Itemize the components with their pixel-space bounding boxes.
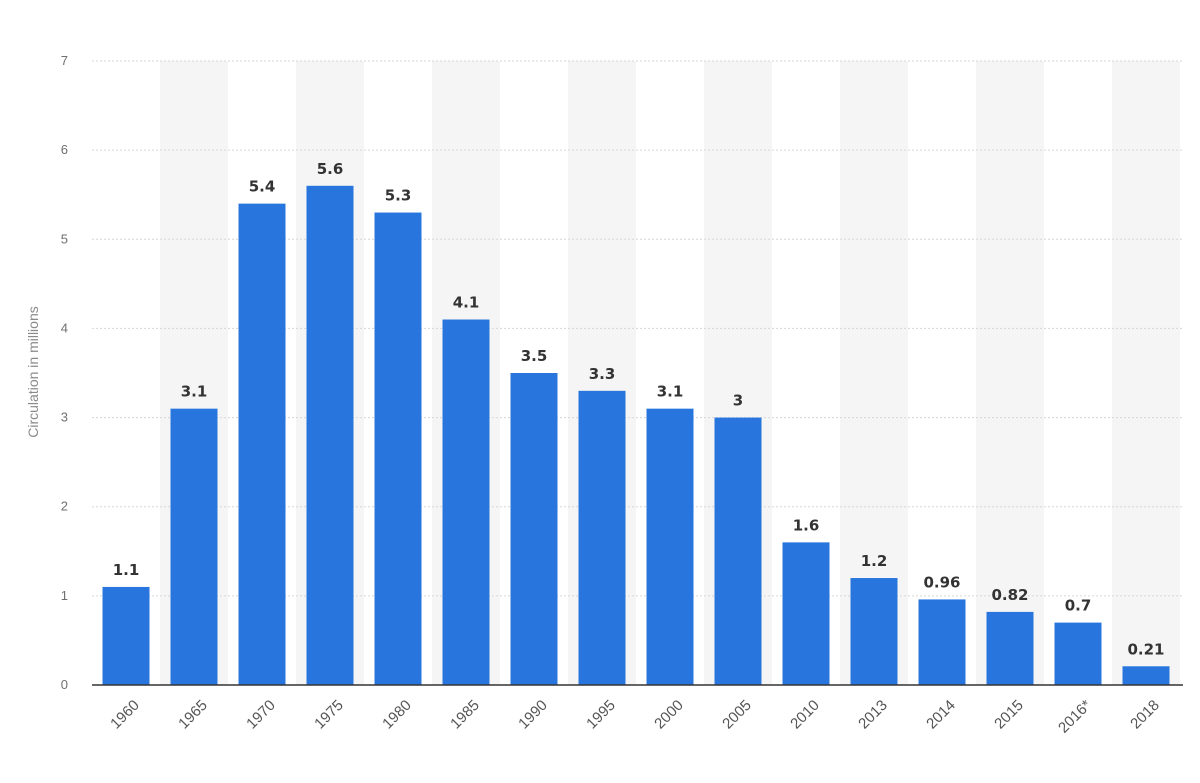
data-label: 5.6	[317, 160, 344, 178]
bar	[1122, 666, 1170, 685]
x-tick-label: 1990	[515, 697, 551, 733]
bar	[986, 611, 1034, 685]
x-tick-label: 2005	[719, 697, 755, 733]
data-label: 4.1	[453, 294, 480, 312]
x-tick-label: 2013	[855, 697, 891, 733]
bar	[646, 408, 694, 685]
x-tick-label: 2010	[787, 697, 823, 733]
y-tick-label: 1	[61, 588, 68, 603]
background-band	[976, 61, 1044, 685]
data-label: 5.4	[249, 178, 276, 196]
bar	[782, 542, 830, 685]
data-label: 5.3	[385, 187, 412, 205]
data-label: 0.82	[991, 586, 1028, 604]
x-tick-label: 2016*	[1055, 697, 1095, 737]
bars	[102, 185, 1170, 686]
data-label: 1.2	[861, 552, 888, 570]
x-tick-label: 1970	[243, 697, 279, 733]
y-tick-label: 4	[61, 320, 68, 335]
bar	[306, 185, 354, 686]
y-tick-label: 5	[61, 231, 68, 246]
data-label: 0.7	[1065, 597, 1092, 615]
data-label: 0.96	[923, 573, 960, 591]
data-label: 3.1	[181, 383, 208, 401]
y-tick-label: 7	[61, 53, 68, 68]
bar	[102, 586, 150, 685]
data-labels: 1.1 3.1 5.4 5.6 5.3 4.1 3.5 3.3 3.1 3 1.6 1.2 0.96 0.…	[113, 160, 1165, 658]
y-tick-label: 0	[61, 677, 68, 692]
x-axis-ticks: 1960 1965 1970 1975 1980 1985 1990 1995 2000 2005…	[107, 697, 1163, 737]
bar	[850, 578, 898, 685]
data-label: 3.1	[657, 383, 684, 401]
y-tick-label: 6	[61, 142, 68, 157]
data-label: 1.6	[793, 516, 820, 534]
bar	[1054, 622, 1102, 685]
x-tick-label: 2014	[923, 697, 959, 733]
x-tick-label: 1980	[379, 697, 415, 733]
data-label: 1.1	[113, 561, 140, 579]
x-tick-label: 1975	[311, 697, 347, 733]
y-tick-label: 2	[61, 499, 68, 514]
bar	[578, 390, 626, 685]
bar	[170, 408, 218, 685]
data-label: 3.3	[589, 365, 616, 383]
data-label: 3.5	[521, 347, 548, 365]
bar	[374, 212, 422, 686]
bar	[442, 319, 490, 685]
y-axis-label: Circulation in millions	[25, 306, 41, 438]
x-tick-label: 2018	[1127, 697, 1163, 733]
bar	[714, 417, 762, 685]
x-tick-label: 1995	[583, 697, 619, 733]
x-tick-label: 2000	[651, 697, 687, 733]
x-tick-label: 1960	[107, 697, 143, 733]
bar	[238, 203, 286, 685]
bar	[510, 373, 558, 685]
x-tick-label: 1985	[447, 697, 483, 733]
background-band	[1112, 61, 1180, 685]
y-axis-ticks: 0 1 2 3 4 5 6 7	[61, 53, 68, 692]
data-label: 0.21	[1127, 640, 1164, 658]
x-tick-label: 1965	[175, 697, 211, 733]
y-tick-label: 3	[61, 410, 68, 425]
bar	[918, 599, 966, 685]
x-tick-label: 2015	[991, 697, 1027, 733]
data-label: 3	[733, 392, 743, 410]
